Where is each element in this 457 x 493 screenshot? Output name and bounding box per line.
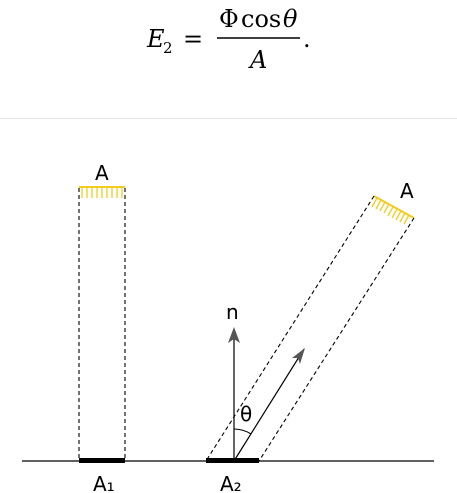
- formula-cos: cos: [241, 5, 281, 33]
- label-A1: A₁: [93, 472, 115, 493]
- divider: [0, 118, 457, 119]
- incident-direction-line: [233, 348, 305, 462]
- formula-lhs-symbol: E: [146, 25, 165, 53]
- right-source-bar: [373, 195, 415, 219]
- label-normal-n: n: [226, 300, 239, 324]
- label-A-left: A: [95, 161, 109, 185]
- formula-flux: Φ: [219, 5, 239, 33]
- formula-lhs-subscript: 2: [163, 39, 173, 57]
- normal-arrowhead: [228, 327, 240, 343]
- right-beam-edge-left: [205, 195, 375, 462]
- formula-period: .: [303, 25, 311, 53]
- theta-arc: [233, 428, 252, 435]
- left-source-hatch: [81, 187, 123, 198]
- right-source-hatch: [371, 197, 410, 225]
- right-light-source: [371, 195, 415, 225]
- incident-arrowhead: [292, 348, 305, 364]
- left-light-source: [79, 186, 125, 198]
- right-beam-edge-right: [258, 217, 415, 462]
- formula-denominator: A: [248, 46, 267, 74]
- formula: E 2 = Φ cos θ A .: [146, 5, 311, 74]
- formula-equals: =: [183, 25, 203, 53]
- formula-theta: θ: [283, 5, 298, 33]
- patch-A1: [79, 458, 125, 463]
- label-theta: θ: [240, 402, 252, 426]
- patch-A2: [206, 458, 259, 463]
- label-A-right: A: [400, 179, 414, 203]
- label-A2: A₂: [220, 472, 242, 493]
